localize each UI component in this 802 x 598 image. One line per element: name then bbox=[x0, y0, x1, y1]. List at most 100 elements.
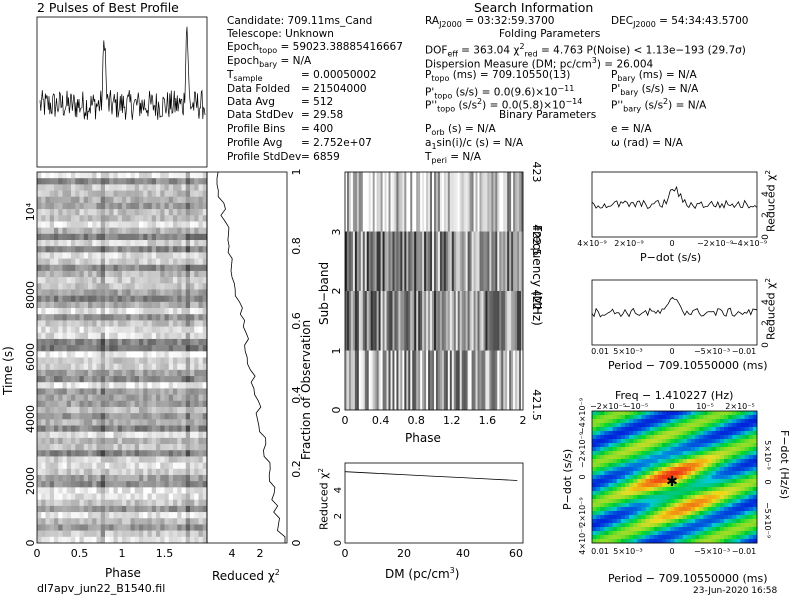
period-bottom-tick-label: −5×10⁻³ bbox=[694, 547, 730, 556]
chi-pdot-frame bbox=[591, 171, 758, 238]
chi-period-frame bbox=[591, 279, 758, 346]
chi-dm-tick-label: 0 bbox=[333, 540, 344, 546]
period-chi-tick-label: 2 bbox=[761, 320, 771, 326]
time-tick-label: 8000 bbox=[24, 281, 37, 309]
subband-tick-label: 3 bbox=[330, 229, 343, 236]
period-chi-tick-label: 0 bbox=[761, 342, 771, 348]
fraction-tick-label: 0.4 bbox=[290, 386, 303, 404]
time-tick-label: 4000 bbox=[24, 405, 37, 433]
data-folded-key: Data Folded bbox=[227, 83, 291, 95]
profile-avg-key: Profile Avg bbox=[227, 137, 283, 149]
freq-tick-label: 422.5 bbox=[530, 224, 543, 256]
pdot-bary-line: P'bary (s/s) = N/A bbox=[611, 83, 699, 98]
chi-dm-axis-label: Reduced χ2 bbox=[317, 468, 331, 530]
data-stddev-value: = 29.58 bbox=[301, 109, 344, 121]
tick-label: 0 bbox=[342, 414, 349, 427]
p-topo-line: Ptopo (ms) = 709.10550(13) bbox=[425, 69, 571, 84]
profile-bins-key: Profile Bins bbox=[227, 123, 286, 135]
period-axis-label: Period − 709.10550000 (ms) bbox=[608, 359, 768, 372]
filename: dl7apv_jun22_B1540.fil bbox=[37, 582, 166, 595]
tperi-line: Tperi = N/A bbox=[425, 151, 481, 166]
chi-pdot-line bbox=[591, 185, 758, 210]
pdot-topo-line: P'topo (s/s) = 0.0(9.6)×10−11 bbox=[425, 84, 575, 101]
time-tick-label: 0 bbox=[24, 540, 37, 547]
telescope-line: Telescope: Unknown bbox=[227, 28, 334, 40]
p-pdot-frame bbox=[591, 410, 758, 544]
pdot-tick-label: −4×10⁻⁹ bbox=[731, 239, 767, 248]
tick-label: 2 bbox=[257, 547, 264, 560]
chi-dm-tick-label: 2 bbox=[333, 513, 344, 519]
pdot-chi-tick-label: 4 bbox=[761, 191, 771, 197]
period-tick-label: −5×10⁻³ bbox=[694, 347, 730, 356]
pdot-left-tick-label: 2×10⁻⁹ bbox=[578, 497, 587, 526]
profile-avg-value: = 2.752e+07 bbox=[301, 137, 372, 149]
period-chi-tick-label: 4 bbox=[761, 299, 771, 305]
phase-label-main: Phase bbox=[105, 566, 141, 580]
tsample-value: = 0.00050002 bbox=[301, 69, 377, 81]
tick-label: 0 bbox=[342, 547, 349, 560]
pdot-tick-label: 4×10⁻⁹ bbox=[577, 239, 606, 248]
subband-phase-frame bbox=[344, 171, 524, 411]
profile-path bbox=[39, 26, 206, 120]
chi-time-line bbox=[216, 171, 286, 543]
subband-tick-label: 1 bbox=[330, 348, 343, 355]
pdot-left-tick-label: 4×10⁻⁹ bbox=[578, 525, 587, 554]
frequency-axis-label: Frequency (MHz) bbox=[530, 225, 544, 326]
freq-tick-label: 423 bbox=[530, 162, 543, 183]
data-folded-value: = 21504000 bbox=[301, 83, 367, 95]
chi-period-line bbox=[591, 296, 758, 318]
fraction-tick-label: 0.6 bbox=[290, 312, 303, 330]
freq-title: Freq − 1.410227 (Hz) bbox=[615, 389, 734, 402]
fd-top-tick-label: 2×10⁻⁵ bbox=[725, 402, 754, 411]
period-bottom-tick-label: 0.01 bbox=[591, 547, 609, 556]
pdot-left-tick-label: 0 bbox=[578, 474, 587, 479]
tick-label: 40 bbox=[456, 547, 470, 560]
chi-pdot-axis-label: Reduced χ2 bbox=[764, 170, 778, 232]
candidate-line: Candidate: 709.11ms_Cand bbox=[227, 15, 373, 27]
asini-line: a1sin(i)/c (s) = N/A bbox=[425, 137, 524, 152]
tick-label: 4 bbox=[229, 547, 236, 560]
timestamp: 23-Jun-2020 16:58 bbox=[693, 586, 778, 596]
pdot-axis-label: P−dot (s/s) bbox=[640, 251, 702, 264]
tick-label: 0.8 bbox=[407, 414, 425, 427]
period-tick-label: 0.01 bbox=[591, 347, 609, 356]
period-bottom-tick-label: 0 bbox=[669, 547, 674, 556]
profile-stddev-key: Profile StdDev bbox=[227, 151, 302, 163]
profile-bins-value: = 400 bbox=[301, 123, 334, 135]
fraction-tick-label: 0 bbox=[290, 540, 303, 547]
fraction-axis-label: Fraction of Observation bbox=[299, 319, 313, 460]
fd-top-tick-label: −10⁻⁵ bbox=[624, 402, 648, 411]
ra-line: RAJ2000 = 03:32:59.3700 bbox=[425, 15, 555, 30]
tick-label: 1.2 bbox=[443, 414, 461, 427]
dm-line: Dispersion Measure (DM; pc/cm3) = 26.004 bbox=[425, 56, 654, 71]
subband-tick-label: 2 bbox=[330, 288, 343, 295]
pdot-side-label: P−dot (s/s) bbox=[561, 448, 574, 510]
tick-label: 60 bbox=[509, 547, 523, 560]
search-title: Search Information bbox=[474, 0, 594, 15]
folding-params-header: Folding Parameters bbox=[499, 28, 601, 40]
dof-line: DOFeff = 363.04 χ2red = 4.763 P(Noise) <… bbox=[425, 42, 746, 59]
tick-label: 0 bbox=[34, 547, 41, 560]
e-line: e = N/A bbox=[611, 123, 652, 135]
fd-top-tick-label: 0 bbox=[669, 402, 674, 411]
pdot-tick-label: 2×10⁻⁹ bbox=[614, 239, 643, 248]
period-tick-label: 0 bbox=[669, 347, 674, 356]
pulses-title: 2 Pulses of Best Profile bbox=[37, 0, 179, 15]
period-axis-label-bottom: Period − 709.10550000 (ms) bbox=[608, 572, 768, 585]
profile-frame bbox=[36, 16, 208, 168]
subband-tick-label: 0 bbox=[330, 407, 343, 414]
fraction-tick-label: 0.2 bbox=[290, 460, 303, 478]
pdot-chi-tick-label: 0 bbox=[761, 234, 771, 240]
chi-dm-tick-label: 4 bbox=[333, 487, 344, 493]
subband-phase-image bbox=[345, 172, 524, 410]
period-tick-label: −0.01 bbox=[732, 347, 757, 356]
freq-tick-label: 422 bbox=[530, 290, 543, 311]
period-bottom-tick-label: 5×10⁻³ bbox=[613, 547, 642, 556]
tick-label: 0.4 bbox=[372, 414, 390, 427]
fdot-right-tick-label: 0 bbox=[763, 479, 772, 484]
p-bary-line: Pbary (ms) = N/A bbox=[611, 69, 697, 84]
pddot-topo-line: P''topo (s/s2) = 0.0(5.8)×10−14 bbox=[425, 97, 583, 114]
chi-dm-frame bbox=[344, 462, 524, 544]
